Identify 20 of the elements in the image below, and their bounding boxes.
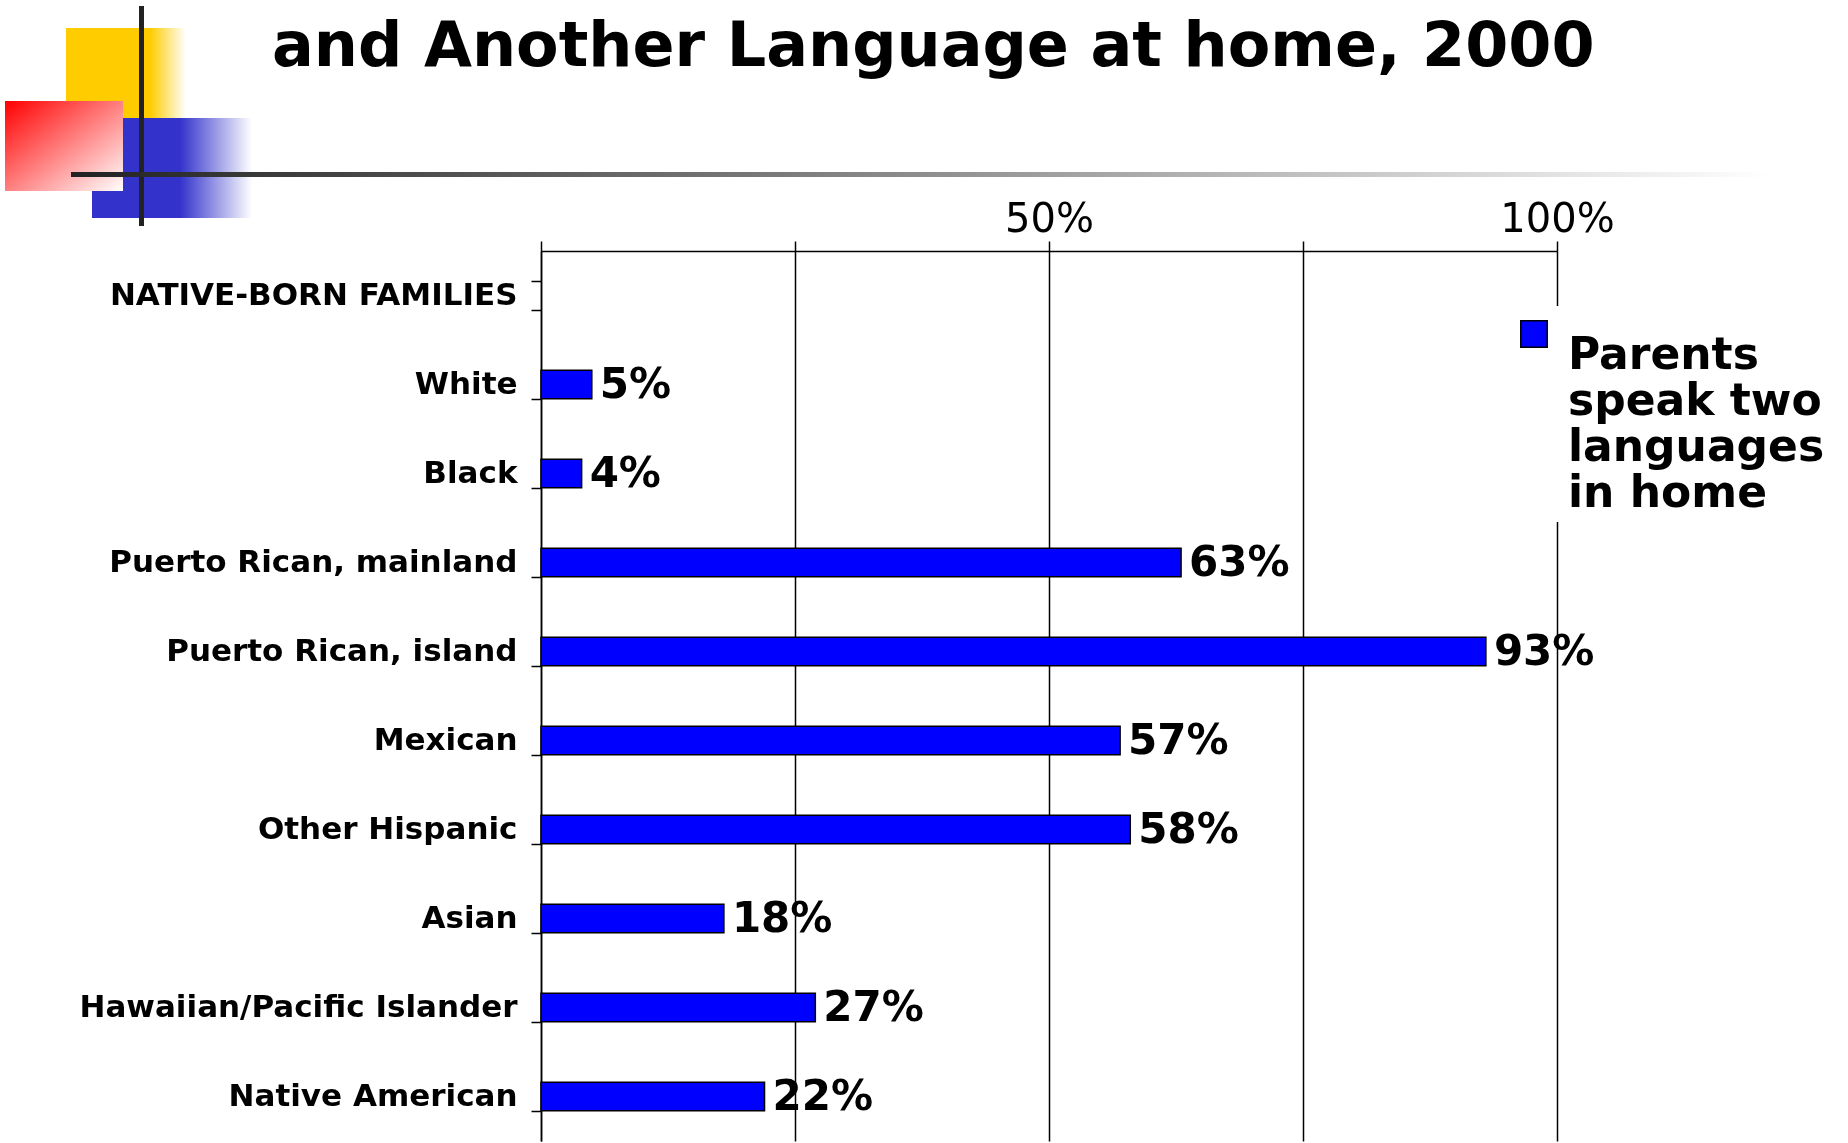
text: 4% — [589, 447, 661, 497]
y-tick-label: Hawaiian/Pacific Islander — [79, 988, 519, 1024]
y-tick-label: Black — [423, 454, 519, 490]
y-tick-label: NATIVE-BORN FAMILIES — [109, 276, 518, 312]
text: 58% — [1138, 803, 1239, 853]
legend-label: Parents speak two languages in home — [1568, 328, 1825, 517]
y-tick-label: White — [414, 365, 518, 401]
text: 5% — [599, 358, 672, 408]
y-tick-label: Puerto Rican, island — [166, 632, 518, 668]
x-tick-label: 100% — [1500, 194, 1615, 241]
y-tick-label: Puerto Rican, mainland — [109, 543, 518, 579]
x-tick-label: 50% — [1005, 194, 1094, 241]
text: 63% — [1189, 536, 1290, 586]
y-tick-label: Mexican — [373, 721, 518, 757]
y-tick-label: Other Hispanic — [257, 810, 518, 846]
y-tick-label: Native American — [228, 1077, 518, 1113]
chart-title: and Another Language at home, 2000 — [272, 8, 1595, 81]
text: 27% — [823, 981, 924, 1031]
text: 57% — [1128, 714, 1229, 764]
y-tick-label: Asian — [421, 899, 518, 935]
